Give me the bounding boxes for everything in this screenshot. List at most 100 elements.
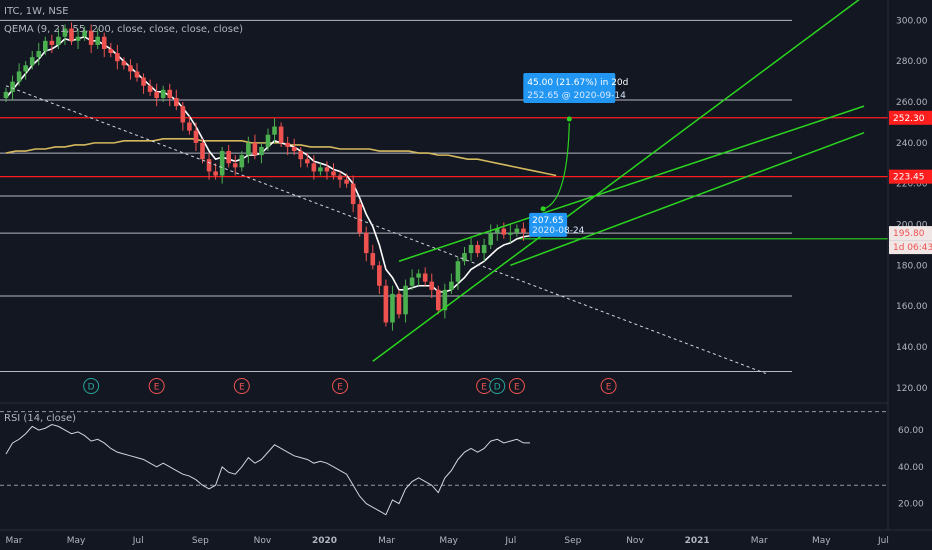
candle-body bbox=[278, 126, 284, 143]
candle bbox=[265, 128, 271, 152]
candle bbox=[226, 144, 231, 168]
candle-body bbox=[311, 163, 317, 172]
candle-body bbox=[95, 36, 100, 45]
projection-start-point bbox=[540, 206, 546, 212]
candle-body bbox=[252, 142, 258, 156]
candle-body bbox=[494, 228, 500, 233]
candle bbox=[88, 24, 94, 54]
candle-body bbox=[291, 146, 297, 152]
time-tick-label: Sep bbox=[192, 536, 209, 546]
time-tick-label: 2021 bbox=[685, 536, 710, 546]
candle bbox=[508, 224, 513, 243]
candle bbox=[108, 42, 114, 58]
candle bbox=[167, 83, 173, 107]
candle-body bbox=[396, 293, 402, 315]
candle bbox=[462, 246, 467, 266]
candle bbox=[49, 34, 55, 54]
price-tick-label: 140.00 bbox=[896, 343, 928, 353]
candle bbox=[141, 73, 146, 94]
candle bbox=[246, 136, 251, 164]
projection-arrow bbox=[542, 123, 570, 210]
candle bbox=[82, 26, 87, 41]
candle-body bbox=[213, 171, 218, 176]
candle bbox=[232, 155, 238, 176]
candle bbox=[128, 59, 133, 80]
candle-body bbox=[350, 183, 356, 205]
horizontal-levels bbox=[0, 19, 888, 372]
candle bbox=[23, 61, 28, 80]
candle-body bbox=[121, 61, 127, 66]
candle-body bbox=[344, 179, 349, 184]
marker-circle bbox=[332, 378, 349, 394]
trendline bbox=[510, 131, 865, 267]
dividend-marker: D bbox=[83, 378, 100, 394]
candle-body bbox=[174, 97, 179, 107]
projection-callout-box bbox=[523, 73, 616, 104]
rsi-panel bbox=[0, 402, 888, 516]
projection-label: 45.00 (21.67%) in 20d bbox=[527, 78, 628, 88]
projection-start-date: 2020-08-24 bbox=[532, 226, 585, 236]
price-axis[interactable]: 120.00 140.00 160.00 180.00 200.00 220.00 240.… bbox=[887, 0, 932, 530]
candle-body bbox=[298, 151, 304, 160]
symbol-title: ITC, 1W, NSE bbox=[4, 6, 69, 17]
candle-body bbox=[436, 289, 441, 311]
candle bbox=[449, 273, 454, 294]
candle bbox=[154, 83, 159, 107]
time-tick-label: Nov bbox=[626, 536, 644, 546]
candle-body bbox=[141, 77, 146, 86]
candle bbox=[357, 200, 362, 237]
drawn-lines bbox=[5, 0, 865, 374]
candle bbox=[370, 244, 376, 270]
candle bbox=[442, 283, 448, 319]
candle bbox=[193, 122, 199, 152]
rsi-legend: RSI (14, close) bbox=[4, 413, 77, 424]
last-price-tag: 195.80 bbox=[893, 229, 925, 239]
candle-body bbox=[167, 89, 173, 98]
dividend-marker: D bbox=[489, 378, 506, 394]
candle bbox=[174, 89, 179, 111]
candle-body bbox=[219, 151, 225, 176]
candle bbox=[383, 279, 389, 327]
price-tick-label: 220.00 bbox=[896, 180, 928, 190]
candle bbox=[134, 63, 140, 82]
candle-body bbox=[36, 51, 42, 58]
price-tick-label: 260.00 bbox=[896, 98, 928, 108]
candle bbox=[43, 36, 48, 56]
candle bbox=[62, 24, 68, 45]
marker-label: E bbox=[606, 383, 612, 393]
candle bbox=[101, 32, 107, 58]
candle-body bbox=[101, 36, 107, 49]
candle bbox=[324, 161, 330, 180]
time-axis[interactable]: Mar May Jul Sep Nov 2020 Mar May Jul Sep Nov 2021 Ma… bbox=[0, 529, 932, 546]
candle-body bbox=[488, 232, 493, 245]
candle-body bbox=[259, 146, 264, 156]
candle-body bbox=[521, 228, 526, 233]
candle-body bbox=[272, 126, 277, 135]
candle-body bbox=[160, 89, 166, 98]
candle bbox=[521, 222, 526, 241]
projection-callout[interactable]: 45.00 (21.67%) in 20d 252.65 @ 2020-09-14… bbox=[523, 73, 628, 237]
candle-body bbox=[108, 48, 114, 54]
resistance-tag-bottom-bg bbox=[889, 169, 932, 184]
candle bbox=[403, 279, 408, 323]
projection-start-box bbox=[529, 212, 568, 237]
time-tick-label: Sep bbox=[564, 536, 581, 546]
marker-label: E bbox=[514, 383, 520, 393]
candle-body bbox=[75, 36, 81, 41]
candle bbox=[455, 257, 461, 290]
time-tick-label: Jul bbox=[877, 536, 889, 546]
candle bbox=[95, 28, 100, 49]
candle-body bbox=[49, 40, 55, 45]
candle bbox=[481, 238, 487, 262]
candle bbox=[219, 146, 225, 184]
candle-body bbox=[128, 65, 133, 72]
candle-body bbox=[10, 81, 15, 92]
time-tick-label: Mar bbox=[378, 536, 395, 546]
marker-circle bbox=[508, 378, 525, 394]
candle bbox=[213, 163, 218, 180]
candle-body bbox=[3, 91, 9, 98]
candle-body bbox=[370, 253, 376, 266]
candle-body bbox=[29, 57, 35, 66]
